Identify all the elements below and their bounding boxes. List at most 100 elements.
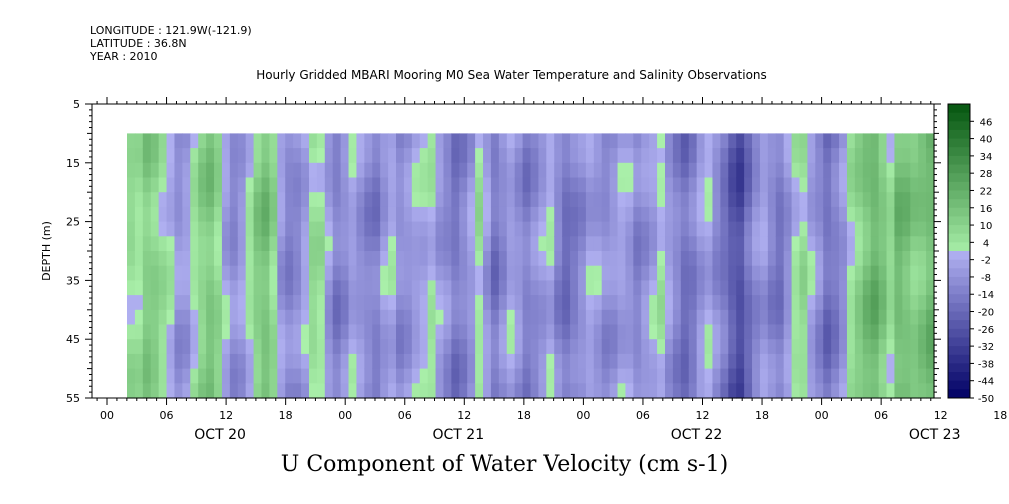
- heatmap-cell: [221, 148, 231, 164]
- heatmap-cell: [174, 251, 183, 267]
- heatmap-cell: [807, 206, 816, 223]
- heatmap-cell: [759, 383, 769, 399]
- heatmap-cell: [807, 236, 816, 252]
- colorbar-band: [948, 190, 970, 200]
- heatmap-cell: [285, 206, 294, 223]
- heatmap-cell: [514, 280, 524, 296]
- colorbar-label: 10: [980, 221, 993, 232]
- heatmap-cell: [380, 368, 389, 384]
- heatmap-cell: [767, 280, 777, 296]
- heatmap-cell: [301, 353, 310, 370]
- heatmap-cell: [815, 324, 824, 340]
- heatmap-cell: [475, 177, 484, 193]
- heatmap-cell: [316, 265, 326, 281]
- heatmap-cell: [419, 324, 429, 340]
- heatmap-cell: [823, 177, 832, 193]
- heatmap-cell: [657, 280, 666, 296]
- heatmap-cell: [902, 206, 911, 223]
- heatmap-cell: [332, 368, 342, 384]
- heatmap-cell: [348, 265, 358, 281]
- heatmap-cell: [744, 368, 753, 384]
- heatmap-cell: [585, 177, 595, 193]
- heatmap-cell: [759, 251, 769, 267]
- heatmap-cell: [593, 324, 603, 340]
- heatmap-cell: [285, 162, 294, 179]
- heatmap-cell: [538, 251, 547, 267]
- heatmap-cell: [570, 148, 579, 164]
- heatmap-cell: [419, 280, 429, 296]
- heatmap-cell: [348, 280, 358, 296]
- heatmap-cell: [823, 251, 832, 267]
- heatmap-cell: [744, 295, 753, 311]
- heatmap-cell: [854, 251, 864, 267]
- heatmap-cell: [301, 162, 310, 179]
- heatmap-cell: [419, 383, 429, 399]
- heatmap-cell: [229, 162, 239, 179]
- heatmap-cell: [388, 221, 397, 237]
- heatmap-cell: [649, 177, 658, 193]
- heatmap-cell: [237, 280, 247, 296]
- heatmap-cell: [364, 265, 373, 281]
- heatmap-cell: [142, 221, 152, 237]
- heatmap-cell: [878, 309, 888, 326]
- heatmap-cell: [783, 353, 793, 370]
- heatmap-cell: [229, 339, 239, 355]
- y-tick-label: 25: [66, 216, 80, 229]
- heatmap-cell: [403, 162, 413, 179]
- heatmap-cell: [522, 177, 532, 193]
- heatmap-cell: [411, 295, 421, 311]
- heatmap-cell: [728, 221, 737, 237]
- heatmap-cell: [617, 162, 627, 179]
- colorbar-label: 28: [980, 169, 993, 180]
- heatmap-cell: [229, 309, 239, 326]
- heatmap-cell: [427, 177, 437, 193]
- heatmap-cell: [174, 148, 183, 164]
- heatmap-cell: [522, 192, 532, 208]
- heatmap-cell: [316, 162, 326, 179]
- heatmap-cell: [680, 221, 690, 237]
- heatmap-cell: [253, 265, 263, 281]
- heatmap-cell: [902, 162, 911, 179]
- heatmap-cell: [356, 309, 365, 326]
- heatmap-cell: [451, 280, 460, 296]
- heatmap-cell: [522, 309, 532, 326]
- heatmap-cell: [538, 339, 547, 355]
- heatmap-cell: [364, 295, 373, 311]
- heatmap-cell: [237, 309, 247, 326]
- heatmap-cell: [490, 133, 500, 149]
- heatmap-cell: [214, 353, 223, 370]
- heatmap-cell: [490, 251, 500, 267]
- heatmap-cell: [910, 324, 919, 340]
- heatmap-cell: [894, 221, 903, 237]
- heatmap-cell: [214, 324, 223, 340]
- heatmap-cell: [744, 177, 753, 193]
- heatmap-cell: [483, 324, 492, 340]
- heatmap-cell: [554, 309, 563, 326]
- heatmap-cell: [198, 192, 207, 208]
- heatmap-cell: [308, 206, 318, 223]
- heatmap-cell: [340, 162, 350, 179]
- heatmap-cell: [696, 206, 706, 223]
- heatmap-cell: [269, 133, 278, 149]
- heatmap-cell: [356, 192, 365, 208]
- heatmap-cell: [894, 251, 903, 267]
- heatmap-cell: [403, 206, 413, 223]
- heatmap-cell: [324, 265, 334, 281]
- heatmap-cell: [530, 368, 540, 384]
- heatmap-cell: [712, 383, 721, 399]
- heatmap-cell: [902, 324, 911, 340]
- heatmap-cell: [577, 353, 587, 370]
- heatmap-cell: [419, 177, 429, 193]
- colorbar-band: [948, 121, 970, 131]
- heatmap-cell: [672, 192, 682, 208]
- heatmap-cell: [878, 383, 888, 399]
- heatmap-cell: [791, 353, 801, 370]
- heatmap-cell: [388, 309, 397, 326]
- heatmap-cell: [237, 368, 247, 384]
- heatmap-cell: [435, 206, 445, 223]
- heatmap-cell: [554, 177, 563, 193]
- heatmap-cell: [570, 221, 579, 237]
- heatmap-cell: [704, 353, 714, 370]
- heatmap-cell: [783, 280, 793, 296]
- heatmap-cell: [483, 339, 492, 355]
